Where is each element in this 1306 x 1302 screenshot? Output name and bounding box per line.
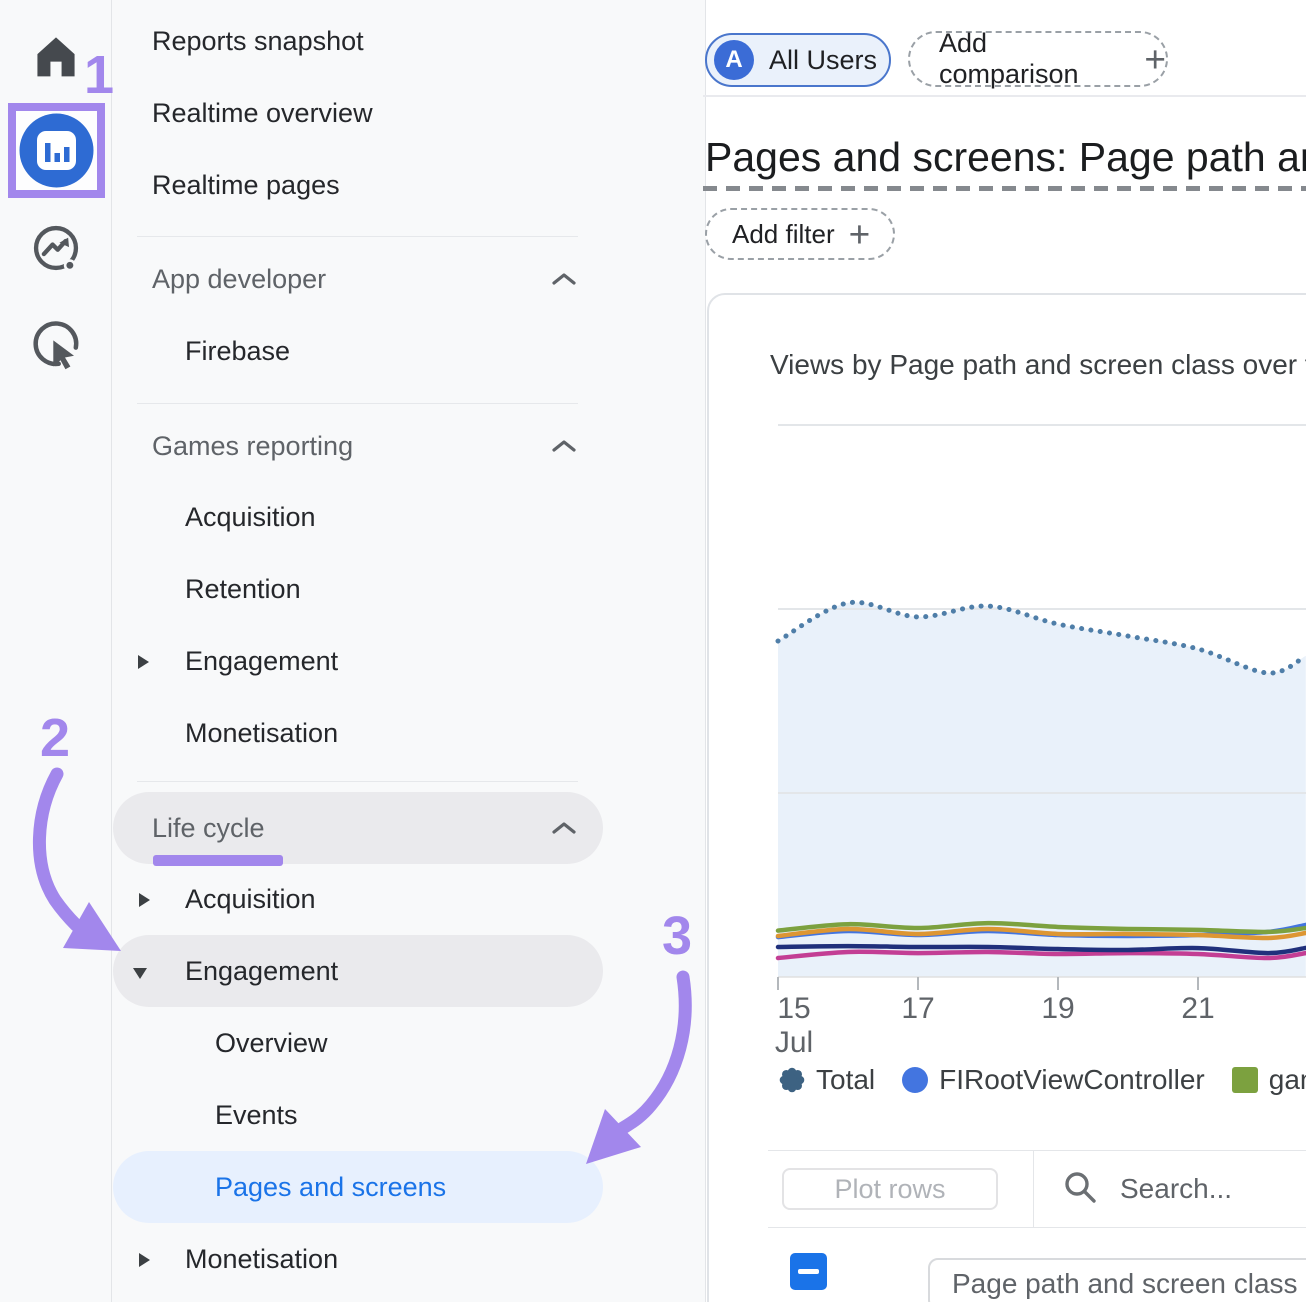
all-users-segment-chip[interactable]: A All Users — [705, 33, 891, 87]
advertising-icon[interactable] — [28, 316, 84, 372]
toolbar-divider — [1033, 1150, 1034, 1227]
square-legend-icon — [1232, 1067, 1258, 1093]
chart-legend: Total FIRootViewController game_board — [779, 1060, 1306, 1100]
sidebar-item-pages-and-screens[interactable]: Pages and screens — [111, 1151, 705, 1223]
sidebar-item-realtime-overview[interactable]: Realtime overview — [111, 77, 705, 149]
sidebar-item-engagement-overview[interactable]: Overview — [111, 1007, 705, 1079]
chevron-up-icon[interactable] — [550, 438, 578, 459]
svg-text:Jul: Jul — [775, 1026, 813, 1059]
legend-item-total[interactable]: Total — [779, 1064, 875, 1096]
sidebar-item-games-acquisition[interactable]: Acquisition — [111, 481, 705, 553]
svg-text:15: 15 — [777, 992, 810, 1025]
total-legend-icon — [779, 1067, 805, 1093]
sidebar-item-lifecycle-engagement[interactable]: Engagement — [111, 935, 705, 1007]
nav-divider — [137, 781, 578, 782]
step-number-1: 1 — [84, 48, 114, 102]
toolbar-top-border — [768, 1150, 1306, 1151]
home-icon[interactable] — [28, 28, 84, 84]
sidebar-item-games-retention[interactable]: Retention — [111, 553, 705, 625]
search-icon — [1062, 1169, 1098, 1210]
sidebar-item-lifecycle-monetisation[interactable]: Monetisation — [111, 1223, 705, 1295]
chevron-up-icon[interactable] — [550, 271, 578, 292]
sidebar-item-games-engagement[interactable]: Engagement — [111, 625, 705, 697]
segment-avatar: A — [714, 40, 754, 80]
reports-nav-icon[interactable] — [19, 113, 94, 188]
select-all-checkbox[interactable] — [790, 1253, 827, 1290]
sidebar-item-realtime-pages[interactable]: Realtime pages — [111, 149, 705, 221]
sidebar-section-app-developer[interactable]: App developer — [111, 243, 705, 315]
sidebar-item-firebase[interactable]: Firebase — [111, 315, 705, 387]
expand-caret-icon[interactable] — [139, 893, 150, 907]
legend-item-game-board[interactable]: game_board — [1232, 1064, 1306, 1096]
circle-legend-icon — [902, 1067, 928, 1093]
sidebar-item-lifecycle-acquisition[interactable]: Acquisition — [111, 863, 705, 935]
expand-caret-icon[interactable] — [139, 1253, 150, 1267]
explore-icon[interactable] — [28, 220, 84, 276]
page-title: Pages and screens: Page path and screen … — [705, 134, 1306, 186]
sidebar-item-reports-snapshot[interactable]: Reports snapshot — [111, 5, 705, 77]
collapse-caret-icon[interactable] — [133, 968, 147, 979]
table-search[interactable]: Search... — [1062, 1165, 1306, 1213]
nav-divider — [137, 236, 578, 237]
add-comparison-button[interactable]: Add comparison + — [908, 31, 1168, 87]
views-line-chart: 15Jul 17 19 21 — [707, 300, 1306, 1060]
sidebar-item-games-monetisation[interactable]: Monetisation — [111, 697, 705, 769]
dimension-header-dropdown[interactable]: Page path and screen class — [928, 1258, 1306, 1302]
header-divider — [703, 95, 1306, 97]
step-number-2: 2 — [40, 711, 70, 765]
step-number-3: 3 — [662, 909, 692, 963]
title-dashed-underline — [703, 186, 1306, 191]
search-placeholder: Search... — [1120, 1173, 1232, 1205]
plot-rows-button[interactable]: Plot rows — [782, 1168, 998, 1210]
svg-text:21: 21 — [1181, 992, 1214, 1025]
indeterminate-check-icon — [798, 1269, 819, 1274]
nav-divider — [137, 403, 578, 404]
sidebar-item-engagement-events[interactable]: Events — [111, 1079, 705, 1151]
svg-text:19: 19 — [1041, 992, 1074, 1025]
toolbar-bottom-border — [768, 1227, 1306, 1228]
expand-caret-icon[interactable] — [138, 655, 149, 669]
legend-item-firootviewcontroller[interactable]: FIRootViewController — [902, 1064, 1205, 1096]
sidebar-section-games-reporting[interactable]: Games reporting — [111, 410, 705, 482]
chevron-up-icon[interactable] — [550, 820, 578, 841]
plus-icon: + — [1144, 41, 1166, 78]
sidebar-section-life-cycle[interactable]: Life cycle — [111, 792, 705, 864]
svg-text:17: 17 — [901, 992, 934, 1025]
ga4-reports-screen: Reports snapshot Realtime overview Realt… — [0, 0, 1306, 1302]
add-filter-button[interactable]: Add filter + — [705, 208, 895, 260]
plus-icon: + — [849, 216, 871, 253]
